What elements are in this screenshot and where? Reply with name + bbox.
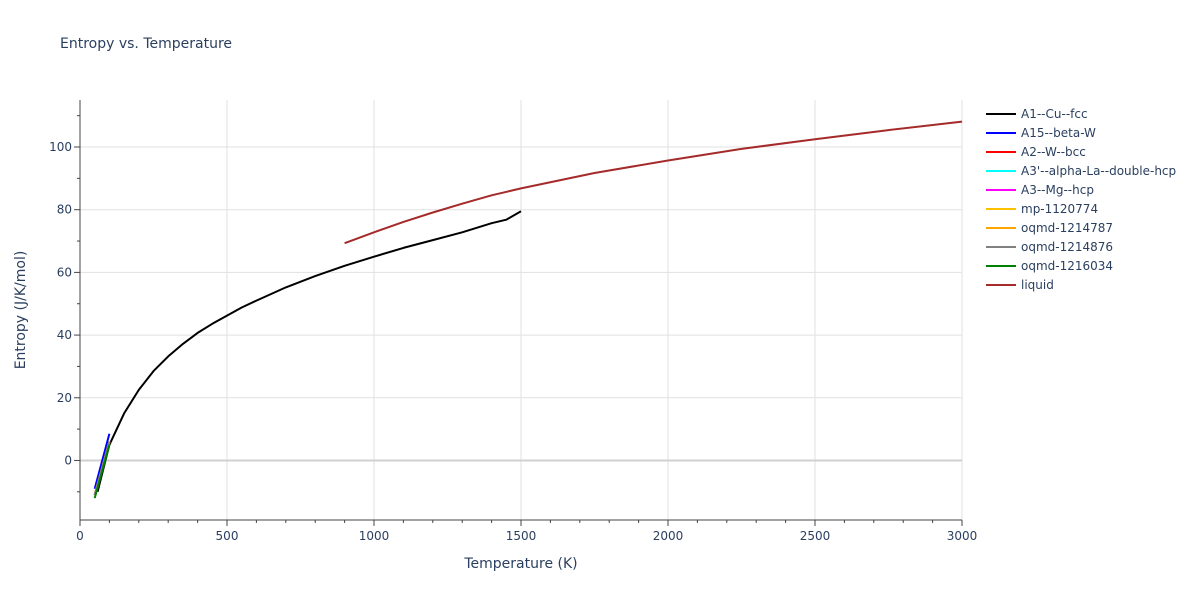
legend-label: A3'--alpha-La--double-hcp (1021, 164, 1176, 178)
legend-item[interactable]: A15--beta-W (986, 126, 1096, 140)
legend[interactable]: A1--Cu--fcc A15--beta-W A2--W--bcc A3'--alp… (986, 107, 1176, 292)
y-tick-label: 60 (57, 265, 72, 279)
legend-item[interactable]: A3'--alpha-La--double-hcp (986, 164, 1176, 178)
y-tick-label: 100 (49, 140, 72, 154)
legend-item[interactable]: A1--Cu--fcc (986, 107, 1088, 121)
legend-label: mp-1120774 (1021, 202, 1098, 216)
legend-label: oqmd-1214876 (1021, 240, 1113, 254)
legend-item[interactable]: A2--W--bcc (986, 145, 1086, 159)
y-tick-label: 80 (57, 203, 72, 217)
chart-title: Entropy vs. Temperature (60, 36, 233, 52)
x-tick-label: 500 (216, 529, 239, 543)
x-tick-label: 1500 (506, 529, 537, 543)
x-tick-label: 0 (76, 529, 84, 543)
legend-label: A2--W--bcc (1021, 145, 1086, 159)
legend-item[interactable]: oqmd-1214876 (986, 240, 1113, 254)
tick-labels: 0 500 1000 1500 2000 2500 3000 0 20 40 60 80 100 (49, 140, 977, 543)
series-line-liquid (344, 120, 963, 245)
x-tick-label: 3000 (947, 529, 978, 543)
series-line-A1--Cu--fcc (96, 210, 522, 493)
legend-label: A15--beta-W (1021, 126, 1096, 140)
legend-item[interactable]: oqmd-1216034 (986, 259, 1113, 273)
x-tick-label: 2500 (800, 529, 831, 543)
series-line-oqmd-1216034 (93, 444, 111, 499)
series-lines (93, 120, 963, 499)
y-tick-label: 40 (57, 328, 72, 342)
legend-item[interactable]: oqmd-1214787 (986, 221, 1113, 235)
grid-lines (80, 100, 963, 520)
legend-item[interactable]: A3--Mg--hcp (986, 183, 1094, 197)
legend-label: A3--Mg--hcp (1021, 183, 1094, 197)
y-tick-label: 20 (57, 391, 72, 405)
series-line-A15--beta-W (93, 433, 111, 489)
x-axis-title: Temperature (K) (463, 556, 577, 572)
legend-label: oqmd-1214787 (1021, 221, 1113, 235)
legend-label: liquid (1021, 278, 1054, 292)
y-tick-label: 0 (64, 453, 72, 467)
x-tick-label: 2000 (653, 529, 684, 543)
axes (74, 100, 963, 526)
y-axis-title: Entropy (J/K/mol) (13, 251, 29, 370)
x-tick-label: 1000 (359, 529, 390, 543)
legend-label: oqmd-1216034 (1021, 259, 1113, 273)
legend-item[interactable]: liquid (986, 278, 1054, 292)
legend-item[interactable]: mp-1120774 (986, 202, 1098, 216)
legend-label: A1--Cu--fcc (1021, 107, 1088, 121)
